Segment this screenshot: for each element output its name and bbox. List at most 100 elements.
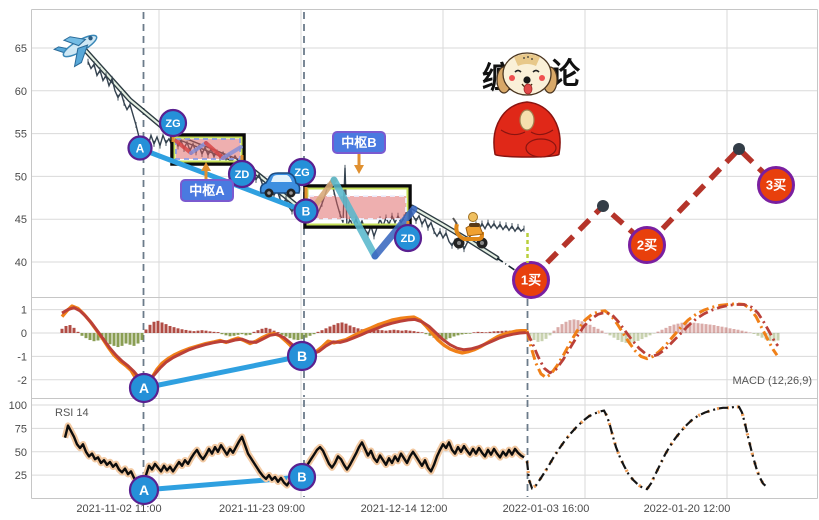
macd-hist-bar-forecast [752, 333, 756, 334]
macd-hist-bar-forecast [768, 333, 772, 341]
macd-hist-bar [324, 328, 328, 333]
marker-label-a-rsi: A [139, 482, 149, 498]
marker-circle-a-rsi [128, 474, 160, 506]
macd-hist-bar [356, 328, 360, 333]
macd-hist-bar [304, 333, 308, 338]
macd-hist-bar [452, 333, 456, 337]
macd-dea-line [61, 306, 528, 384]
macd-hist-bar [208, 331, 212, 333]
macd-hist-bar [80, 333, 84, 336]
macd-hist-bar [64, 325, 68, 333]
macd-hist-bar [480, 332, 484, 333]
macd-hist-bar [156, 320, 160, 333]
marker-label-zd-pivot-a: ZD [235, 169, 250, 181]
grid-layer [31, 9, 818, 499]
macd-hist-bar [136, 333, 140, 344]
marker-label-buy-1: 1买 [521, 273, 541, 288]
macd-hist-bar [448, 333, 452, 339]
macd-hist-bar-forecast [760, 333, 764, 338]
macd-hist-bar-forecast [632, 333, 636, 343]
macd-hist-bar-forecast [620, 333, 624, 342]
markers-layer: A ZG ZD ZG B ZD A B A B 1买 2买 3买 [127, 108, 795, 506]
macd-hist-bar-forecast [540, 333, 544, 342]
x-tick-label: 2022-01-20 12:00 [644, 503, 731, 515]
macd-hist-bar-forecast [704, 324, 708, 333]
marker-label-a-price: A [136, 141, 145, 155]
pivot-b-label-box [332, 131, 386, 154]
macd-hist-bar-forecast [716, 325, 720, 333]
x-tick-label: 2021-11-02 11:00 [76, 503, 161, 515]
marker-zd-pivot-b: ZD [393, 223, 423, 253]
y-tick-label: 55 [15, 129, 27, 141]
marker-label-buy-3: 3买 [766, 178, 786, 193]
macd-hist-bar-forecast [776, 333, 780, 341]
macd-hist-bar [160, 322, 164, 333]
macd-hist-bar-forecast [772, 333, 776, 342]
marker-circle-b-price [293, 198, 319, 224]
macd-dea-forecast-line [525, 303, 780, 375]
marker-circle-b-rsi [287, 462, 317, 492]
marker-label-b-macd: B [297, 348, 307, 364]
macd-hist-bar-forecast [556, 327, 560, 333]
macd-hist-bar [396, 330, 400, 333]
rsi-indicator-label: RSI 14 [55, 407, 89, 419]
y-tick-label: 60 [15, 86, 27, 98]
macd-hist-bar [76, 331, 80, 333]
marker-a-rsi: A [128, 474, 160, 506]
y-tick-label: 50 [15, 171, 27, 183]
macd-hist-bar [332, 324, 336, 333]
marker-label-b-price: B [302, 204, 311, 218]
pivot-b-zigzag-segment [371, 205, 418, 260]
macd-hist-bar [168, 325, 172, 333]
pivot-a-zigzag-segment [221, 145, 243, 160]
axis-ticks-layer: 2021-11-02 11:00 2021-11-23 09:00 2021-12-… [9, 43, 731, 515]
macd-panel-layer [60, 302, 780, 392]
macd-hist-bar [132, 333, 136, 346]
macd-hist-bar-forecast [592, 326, 596, 333]
macd-hist-bar-forecast [544, 333, 548, 339]
y-tick-label: -2 [17, 375, 27, 387]
pivot-a-label: 中枢A [180, 162, 234, 202]
pivot-box-inner [173, 136, 243, 163]
macd-hist-bar [412, 331, 416, 333]
macd-hist-bar-forecast [576, 320, 580, 333]
macd-hist-bar [220, 333, 224, 335]
car-icon [259, 172, 301, 198]
pivot-band [308, 195, 407, 220]
macd-hist-bar [268, 328, 272, 333]
macd-hist-bar [312, 333, 316, 335]
macd-hist-bar-forecast [548, 333, 552, 336]
macd-hist-bar [244, 333, 248, 336]
macd-hist-bar [384, 330, 388, 333]
macd-hist-bar-forecast [532, 333, 536, 341]
macd-hist-bar-forecast [712, 325, 716, 333]
macd-hist-bar [300, 333, 304, 340]
rsi-panel-layer [61, 405, 768, 491]
marker-b-macd: B [286, 340, 318, 372]
macd-hist-bar-forecast [676, 323, 680, 333]
macd-hist-bar-forecast [584, 323, 588, 333]
macd-hist-bar-forecast [756, 333, 760, 336]
macd-hist-bar [292, 333, 296, 340]
macd-hist-bar [472, 332, 476, 333]
macd-hist-bar [232, 333, 236, 336]
macd-hist-bar [188, 330, 192, 333]
macd-hist-bar-forecast [648, 333, 652, 336]
macd-hist-bar [348, 325, 352, 333]
macd-hist-bar [308, 333, 312, 336]
airplane-icon [53, 34, 98, 68]
macd-hist-bar-forecast [740, 330, 744, 333]
marker-label-buy-2: 2买 [637, 238, 657, 253]
marker-label-zd-pivot-b: ZD [401, 233, 416, 245]
macd-hist-bar-forecast [668, 325, 672, 333]
macd-hist-bar [492, 331, 496, 333]
macd-hist-bar-forecast [680, 322, 684, 333]
macd-hist-bar [380, 330, 384, 333]
macd-hist-bar [500, 330, 504, 333]
mascot-head [496, 52, 558, 96]
macd-hist-bar [340, 322, 344, 333]
macd-hist-bar [328, 326, 332, 333]
macd-hist-bar-forecast [728, 328, 732, 333]
macd-hist-bar [296, 333, 300, 341]
mascot-dog: 缠 论 [482, 52, 581, 158]
